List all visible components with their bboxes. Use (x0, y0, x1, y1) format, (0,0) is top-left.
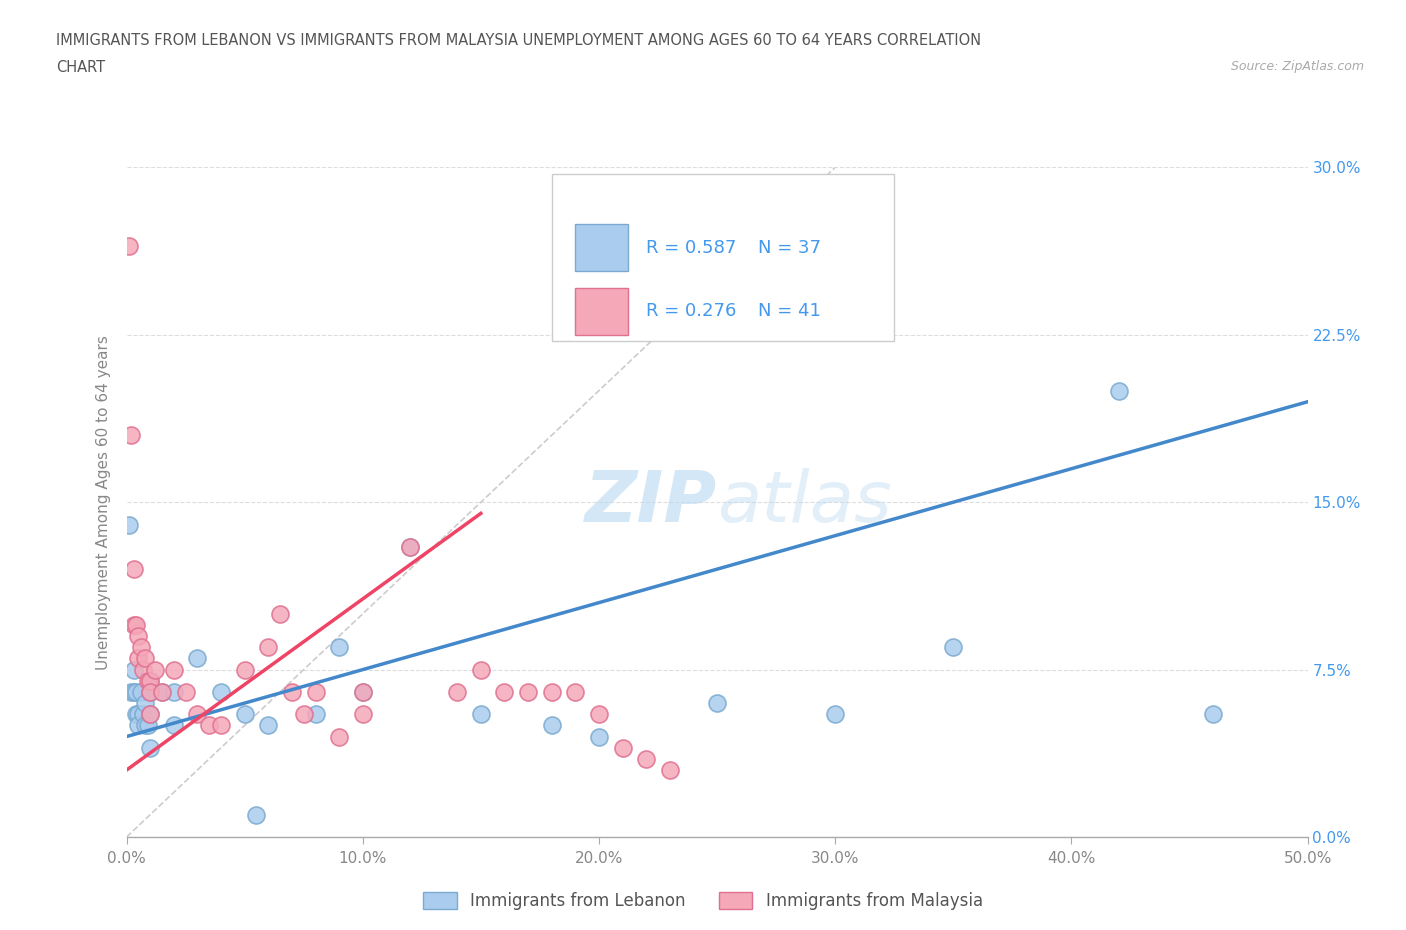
Point (328, 729, 350, 744)
Point (129, 684, 152, 699)
Point (446, 684, 468, 699)
Text: atlas: atlas (717, 468, 891, 537)
Point (588, 707, 610, 722)
Point (399, 539, 422, 554)
Point (304, 707, 326, 722)
Point (134, 696, 156, 711)
Point (233, 707, 256, 722)
Point (163, 684, 186, 699)
Text: Source: ZipAtlas.com: Source: ZipAtlas.com (1230, 60, 1364, 73)
Point (540, 684, 562, 699)
Point (174, 684, 197, 699)
Point (139, 673, 162, 688)
Point (1202, 707, 1225, 722)
Point (245, 807, 267, 822)
Point (150, 684, 173, 699)
Point (139, 740, 162, 755)
Text: ZIP: ZIP (585, 468, 717, 537)
Point (118, 517, 141, 532)
Point (352, 707, 374, 722)
FancyBboxPatch shape (551, 174, 894, 341)
Point (125, 618, 148, 632)
Point (122, 562, 145, 577)
Point (143, 662, 166, 677)
Point (139, 684, 162, 699)
Text: IMMIGRANTS FROM LEBANON VS IMMIGRANTS FROM MALAYSIA UNEMPLOYMENT AMONG AGES 60 T: IMMIGRANTS FROM LEBANON VS IMMIGRANTS FR… (56, 33, 981, 47)
Point (136, 718, 159, 733)
Point (1108, 383, 1130, 398)
Point (470, 662, 492, 677)
Point (186, 651, 208, 666)
Point (209, 684, 232, 699)
Point (540, 718, 562, 733)
Point (127, 707, 149, 722)
Point (494, 684, 516, 699)
Text: N = 41: N = 41 (758, 302, 821, 320)
Point (139, 707, 162, 722)
Point (269, 606, 291, 621)
Point (564, 684, 586, 699)
Point (125, 684, 148, 699)
Point (399, 539, 422, 554)
Text: CHART: CHART (56, 60, 105, 75)
Point (122, 618, 145, 632)
Point (136, 673, 159, 688)
Point (281, 684, 304, 699)
Point (517, 684, 540, 699)
Point (257, 640, 280, 655)
Point (129, 640, 152, 655)
Legend: Immigrants from Lebanon, Immigrants from Malaysia: Immigrants from Lebanon, Immigrants from… (416, 885, 990, 917)
Point (163, 718, 186, 733)
Point (198, 718, 221, 733)
Point (824, 707, 846, 722)
Point (127, 718, 149, 733)
Text: N = 37: N = 37 (758, 239, 821, 257)
Text: R = 0.587: R = 0.587 (647, 239, 737, 257)
Point (658, 763, 681, 777)
Point (470, 707, 492, 722)
Point (163, 662, 186, 677)
Point (134, 718, 156, 733)
Point (132, 662, 155, 677)
Point (328, 640, 350, 655)
Point (127, 629, 149, 644)
Point (139, 684, 162, 699)
Point (612, 740, 634, 755)
Point (588, 729, 610, 744)
Bar (575, 224, 628, 272)
Point (139, 707, 162, 722)
Y-axis label: Unemployment Among Ages 60 to 64 years: Unemployment Among Ages 60 to 64 years (96, 335, 111, 670)
Point (292, 707, 315, 722)
Point (352, 684, 374, 699)
Point (352, 684, 374, 699)
Point (120, 428, 142, 443)
Point (139, 673, 162, 688)
Bar (575, 288, 628, 335)
Point (125, 707, 148, 722)
Point (132, 707, 155, 722)
Point (304, 684, 326, 699)
Point (942, 640, 965, 655)
Point (209, 718, 232, 733)
Point (150, 684, 173, 699)
Point (636, 751, 658, 766)
Point (122, 662, 145, 677)
Point (186, 707, 208, 722)
Point (118, 238, 141, 253)
Point (122, 684, 145, 699)
Point (127, 651, 149, 666)
Point (120, 684, 142, 699)
Point (134, 651, 156, 666)
Point (233, 662, 256, 677)
Text: R = 0.276: R = 0.276 (647, 302, 737, 320)
Point (257, 718, 280, 733)
Point (706, 696, 728, 711)
